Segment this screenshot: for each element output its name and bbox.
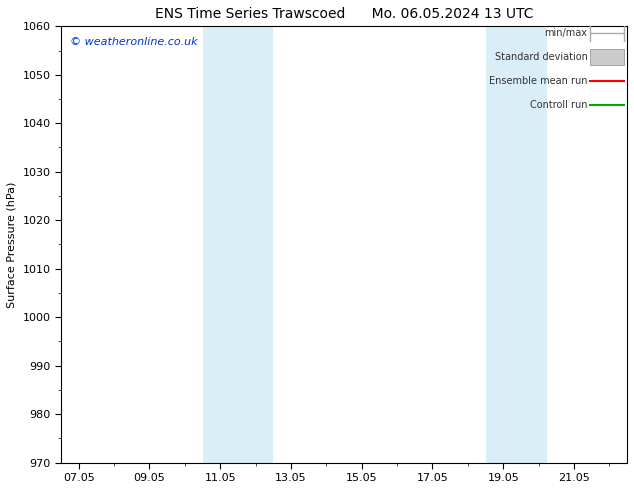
Text: Standard deviation: Standard deviation xyxy=(495,52,588,62)
Text: min/max: min/max xyxy=(545,28,588,38)
Bar xyxy=(590,49,624,65)
Bar xyxy=(202,26,273,463)
Text: Controll run: Controll run xyxy=(530,100,588,110)
Bar xyxy=(486,26,548,463)
Y-axis label: Surface Pressure (hPa): Surface Pressure (hPa) xyxy=(7,181,17,308)
Text: © weatheronline.co.uk: © weatheronline.co.uk xyxy=(70,37,197,47)
Title: ENS Time Series Trawscoed      Mo. 06.05.2024 13 UTC: ENS Time Series Trawscoed Mo. 06.05.2024… xyxy=(155,7,533,21)
Text: Ensemble mean run: Ensemble mean run xyxy=(489,76,588,86)
